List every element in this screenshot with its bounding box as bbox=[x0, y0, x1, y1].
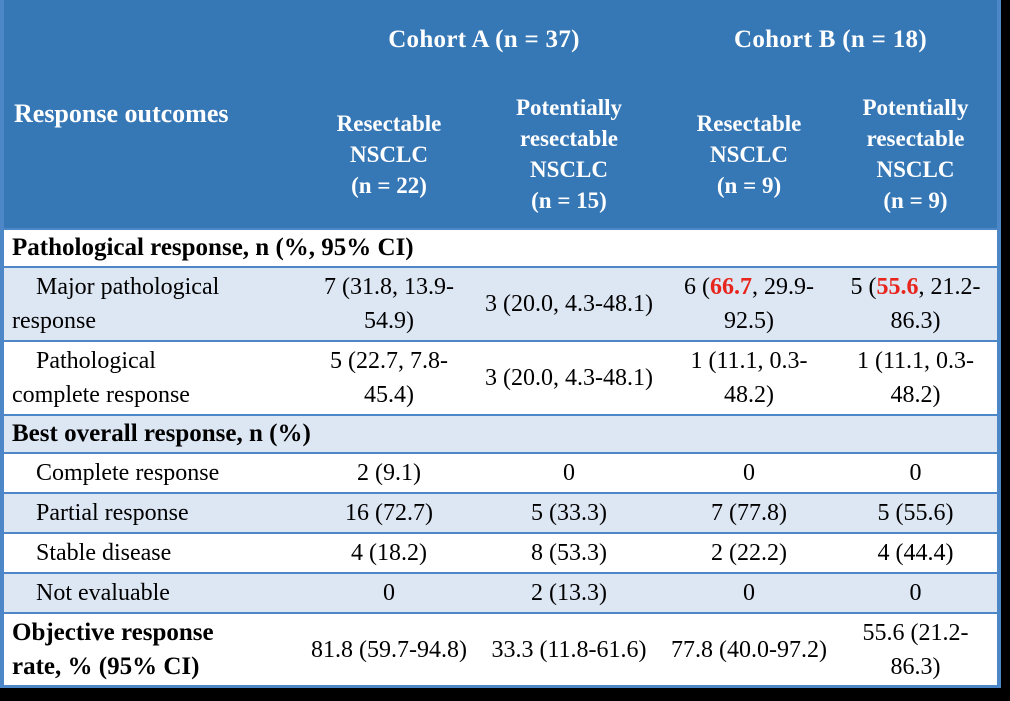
row-label: Major pathological response bbox=[12, 274, 220, 334]
row-label: Objective response rate, % (95% CI) bbox=[12, 619, 214, 680]
table-cell: 4 (44.4) bbox=[877, 540, 954, 566]
table-body: Pathological response, n (%, 95% CI) Majo… bbox=[4, 228, 997, 685]
column-header-cohort-a-resectable: Resectable NSCLC (n = 22) bbox=[336, 110, 442, 198]
table-cell: 77.8 (40.0-97.2) bbox=[671, 637, 827, 663]
table-cell: 2 (9.1) bbox=[357, 460, 421, 486]
table-header: Response outcomes Cohort A (n = 37) Coho… bbox=[4, 0, 997, 228]
table-cell: 0 bbox=[909, 580, 922, 606]
table-row: Not evaluable 0 2 (13.3) 0 0 bbox=[4, 572, 997, 612]
table-cell: 5 (55.6, 21.2-86.3) bbox=[850, 274, 981, 334]
row-label: Pathological complete response bbox=[12, 348, 190, 408]
column-group-cohort-b: Cohort B (n = 18) bbox=[734, 26, 927, 53]
table-cell: 5 (55.6) bbox=[877, 500, 954, 526]
table-cell: 2 (13.3) bbox=[531, 580, 607, 606]
row-label: Partial response bbox=[36, 500, 189, 526]
table-cell: 2 (22.2) bbox=[711, 540, 787, 566]
column-group-cohort-a: Cohort A (n = 37) bbox=[388, 26, 580, 53]
column-header-response-outcomes: Response outcomes bbox=[14, 99, 229, 128]
table-cell: 8 (53.3) bbox=[531, 540, 607, 566]
highlighted-value: 55.6 bbox=[876, 274, 919, 300]
table-cell: 0 bbox=[743, 460, 755, 486]
table-cell: 6 (66.7, 29.9-92.5) bbox=[684, 274, 814, 334]
table-row: Best overall response, n (%) bbox=[4, 414, 997, 452]
table-cell: 3 (20.0, 4.3-48.1) bbox=[485, 365, 653, 391]
section-row-label: Pathological response, n (%, 95% CI) bbox=[12, 234, 414, 261]
table-cell: 16 (72.7) bbox=[345, 500, 433, 526]
table-cell: 0 bbox=[383, 580, 395, 606]
table-row: Complete response 2 (9.1) 0 0 0 bbox=[4, 452, 997, 492]
table-cell: 0 bbox=[909, 460, 922, 486]
table-row: Pathological response, n (%, 95% CI) bbox=[4, 228, 997, 266]
table-cell: 5 (22.7, 7.8-45.4) bbox=[330, 348, 448, 408]
row-label: Not evaluable bbox=[36, 580, 170, 606]
response-outcomes-table: Response outcomes Cohort A (n = 37) Coho… bbox=[0, 0, 1001, 688]
table-cell: 4 (18.2) bbox=[351, 540, 427, 566]
section-row-label: Best overall response, n (%) bbox=[12, 420, 311, 447]
table-cell: 1 (11.1, 0.3-48.2) bbox=[856, 348, 975, 408]
row-label: Complete response bbox=[36, 460, 220, 486]
table-row: Major pathological response 7 (31.8, 13.9… bbox=[4, 266, 997, 340]
table-cell: 81.8 (59.7-94.8) bbox=[311, 637, 467, 663]
table-cell: 7 (77.8) bbox=[711, 500, 787, 526]
table-cell: 5 (33.3) bbox=[531, 500, 607, 526]
table-row: Objective response rate, % (95% CI) 81.8 … bbox=[4, 612, 997, 685]
column-header-cohort-b-resectable: Resectable NSCLC (n = 9) bbox=[696, 110, 802, 198]
table-cell: 1 (11.1, 0.3-48.2) bbox=[690, 348, 808, 408]
table-cell: 55.6 (21.2-86.3) bbox=[862, 620, 969, 680]
table-row: Stable disease 4 (18.2) 8 (53.3) 2 (22.2) 4 … bbox=[4, 532, 997, 572]
table-row: Partial response 16 (72.7) 5 (33.3) 7 (77.8… bbox=[4, 492, 997, 532]
table-cell: 33.3 (11.8-61.6) bbox=[491, 637, 647, 663]
table-cell: 0 bbox=[743, 580, 755, 606]
table-row: Pathological complete response 5 (22.7, 7… bbox=[4, 340, 997, 414]
highlighted-value: 66.7 bbox=[710, 274, 752, 300]
row-label: Stable disease bbox=[36, 540, 172, 566]
column-header-cohort-b-potentially-resectable: Potentially resectable NSCLC (n = 9) bbox=[862, 95, 969, 213]
table-cell: 0 bbox=[563, 460, 575, 486]
table-cell: 3 (20.0, 4.3-48.1) bbox=[485, 291, 653, 317]
column-header-cohort-a-potentially-resectable: Potentially resectable NSCLC (n = 15) bbox=[515, 95, 623, 213]
table-cell: 7 (31.8, 13.9-54.9) bbox=[324, 274, 454, 334]
